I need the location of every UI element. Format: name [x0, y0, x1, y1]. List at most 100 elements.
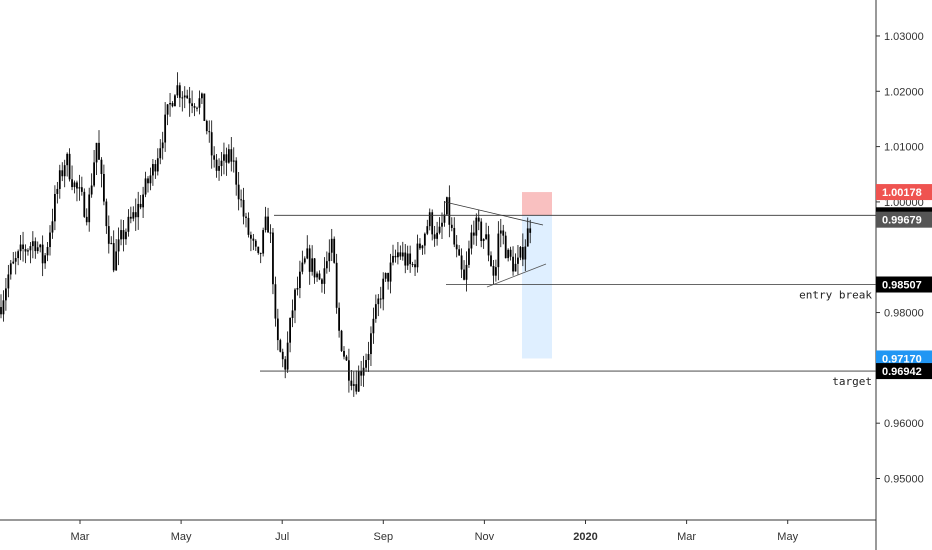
candle-body [318, 273, 321, 280]
x-tick-label: Sep [374, 531, 394, 543]
candle-body [328, 252, 331, 262]
candle-body [289, 317, 291, 343]
y-axis[interactable]: 1.030001.020001.010001.000000.980000.960… [876, 31, 924, 486]
candle-body [71, 179, 73, 188]
candle-body [103, 173, 105, 202]
candle-body [66, 153, 69, 166]
candle-body [406, 253, 409, 266]
candle-body [333, 238, 336, 263]
candle-body [83, 191, 86, 217]
candle-body [360, 371, 363, 376]
candle-body [502, 230, 505, 236]
x-tick-label: May [171, 531, 192, 543]
x-tick-label: May [777, 531, 798, 543]
x-axis[interactable]: Mar May Jul Sep Nov 2020 Mar May [71, 520, 799, 543]
candle-body [450, 224, 453, 228]
svg-text:0.99679: 0.99679 [882, 215, 922, 227]
candle-body [343, 350, 345, 357]
candle-body [169, 103, 171, 105]
candle-body [76, 182, 78, 189]
candle-body [365, 360, 367, 368]
candle-body [521, 247, 524, 260]
candle-body [446, 197, 448, 215]
candle-body [225, 154, 228, 163]
candle-body [213, 155, 216, 160]
upper-trendline[interactable] [444, 201, 544, 226]
candle-body [210, 132, 213, 156]
candle-body [357, 371, 360, 392]
candle-body [330, 238, 333, 253]
candle-body [274, 284, 277, 319]
candle-body [377, 298, 380, 305]
candle-body [250, 234, 252, 239]
candle-body [340, 330, 343, 351]
candle-body [39, 244, 42, 248]
candle-body [512, 256, 514, 272]
candle-body [401, 252, 404, 257]
candle-body [384, 273, 387, 279]
candle-body [301, 262, 304, 272]
price-badge: 0.97170 [876, 350, 932, 367]
candle-body [85, 216, 88, 223]
candle-body [519, 247, 522, 258]
candle-body [17, 251, 20, 259]
candle-body [90, 185, 93, 195]
candle-body [514, 263, 517, 272]
candle-body [441, 222, 443, 227]
position-zones [522, 192, 552, 359]
candle-body [100, 159, 103, 174]
candle-body [159, 148, 162, 159]
candle-body [477, 217, 480, 222]
candle-body [227, 149, 230, 163]
candle-body [54, 193, 56, 222]
candle-body [323, 268, 326, 284]
candle-body [230, 149, 233, 162]
candle-body [14, 258, 17, 262]
candle-body [218, 166, 220, 171]
candle-body [171, 103, 174, 107]
annotation-label: target [832, 375, 872, 388]
candle-body [338, 307, 340, 331]
candle-body [105, 201, 108, 227]
candle-body [259, 252, 262, 254]
candle-body [443, 214, 446, 223]
candle-body [463, 269, 465, 280]
candle-body [122, 230, 125, 240]
candle-body [291, 310, 294, 318]
candle-body [517, 257, 519, 264]
candle-body [156, 158, 159, 172]
candle-body [367, 354, 370, 361]
candle-body [267, 216, 269, 233]
candle-body [279, 340, 282, 352]
candle-body [193, 106, 196, 108]
candle-body [205, 120, 208, 132]
candle-body [223, 154, 225, 161]
y-tick-label: 1.02000 [884, 86, 924, 98]
candle-body [352, 384, 355, 386]
candle-body [387, 273, 389, 282]
candle-body [139, 203, 142, 208]
y-tick-label: 0.95000 [884, 474, 924, 486]
candle-body [44, 255, 46, 264]
candle-body [2, 300, 5, 315]
candle-body [316, 273, 318, 278]
lower-trendline[interactable] [486, 263, 547, 288]
candle-body [428, 212, 431, 227]
candle-body [252, 238, 255, 241]
candle-body [472, 232, 475, 236]
candle-body [286, 342, 289, 370]
candle-body [73, 182, 76, 188]
candle-body [24, 249, 27, 252]
annotation-label: entry break [799, 289, 872, 302]
price-badges: 1.001780.997580.997090.996790.985070.971… [876, 184, 932, 380]
candle-body [303, 258, 306, 263]
candle-body [174, 95, 176, 107]
candle-body [355, 384, 358, 392]
x-tick-label: Mar [677, 531, 696, 543]
candle-body [127, 216, 130, 232]
candle-body [509, 249, 512, 257]
candle-body [201, 93, 203, 99]
candle-body [416, 243, 419, 268]
candle-body [107, 226, 110, 244]
